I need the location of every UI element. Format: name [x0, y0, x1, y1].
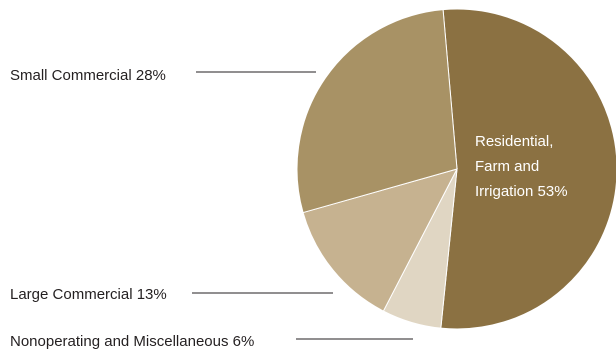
slice-label-small-commercial: Small Commercial 28% — [10, 67, 166, 84]
slice-label-large-commercial: Large Commercial 13% — [10, 286, 167, 303]
slice-label-residential-line-1: Residential, — [475, 133, 553, 150]
pie-slice-small-commercial — [296, 9, 458, 214]
pie-slice-large-commercial — [302, 168, 458, 312]
slice-label-nonoperating: Nonoperating and Miscellaneous 6% — [10, 333, 254, 349]
slice-label-residential: Residential, Farm and Irrigation 53% — [475, 133, 568, 200]
slice-label-residential-line-2: Farm and — [475, 158, 539, 175]
slice-label-residential-line-3: Irrigation 53% — [475, 183, 568, 200]
pie-slices — [296, 8, 616, 330]
pie-slice-residential-farm-and-irrigation — [440, 8, 616, 330]
